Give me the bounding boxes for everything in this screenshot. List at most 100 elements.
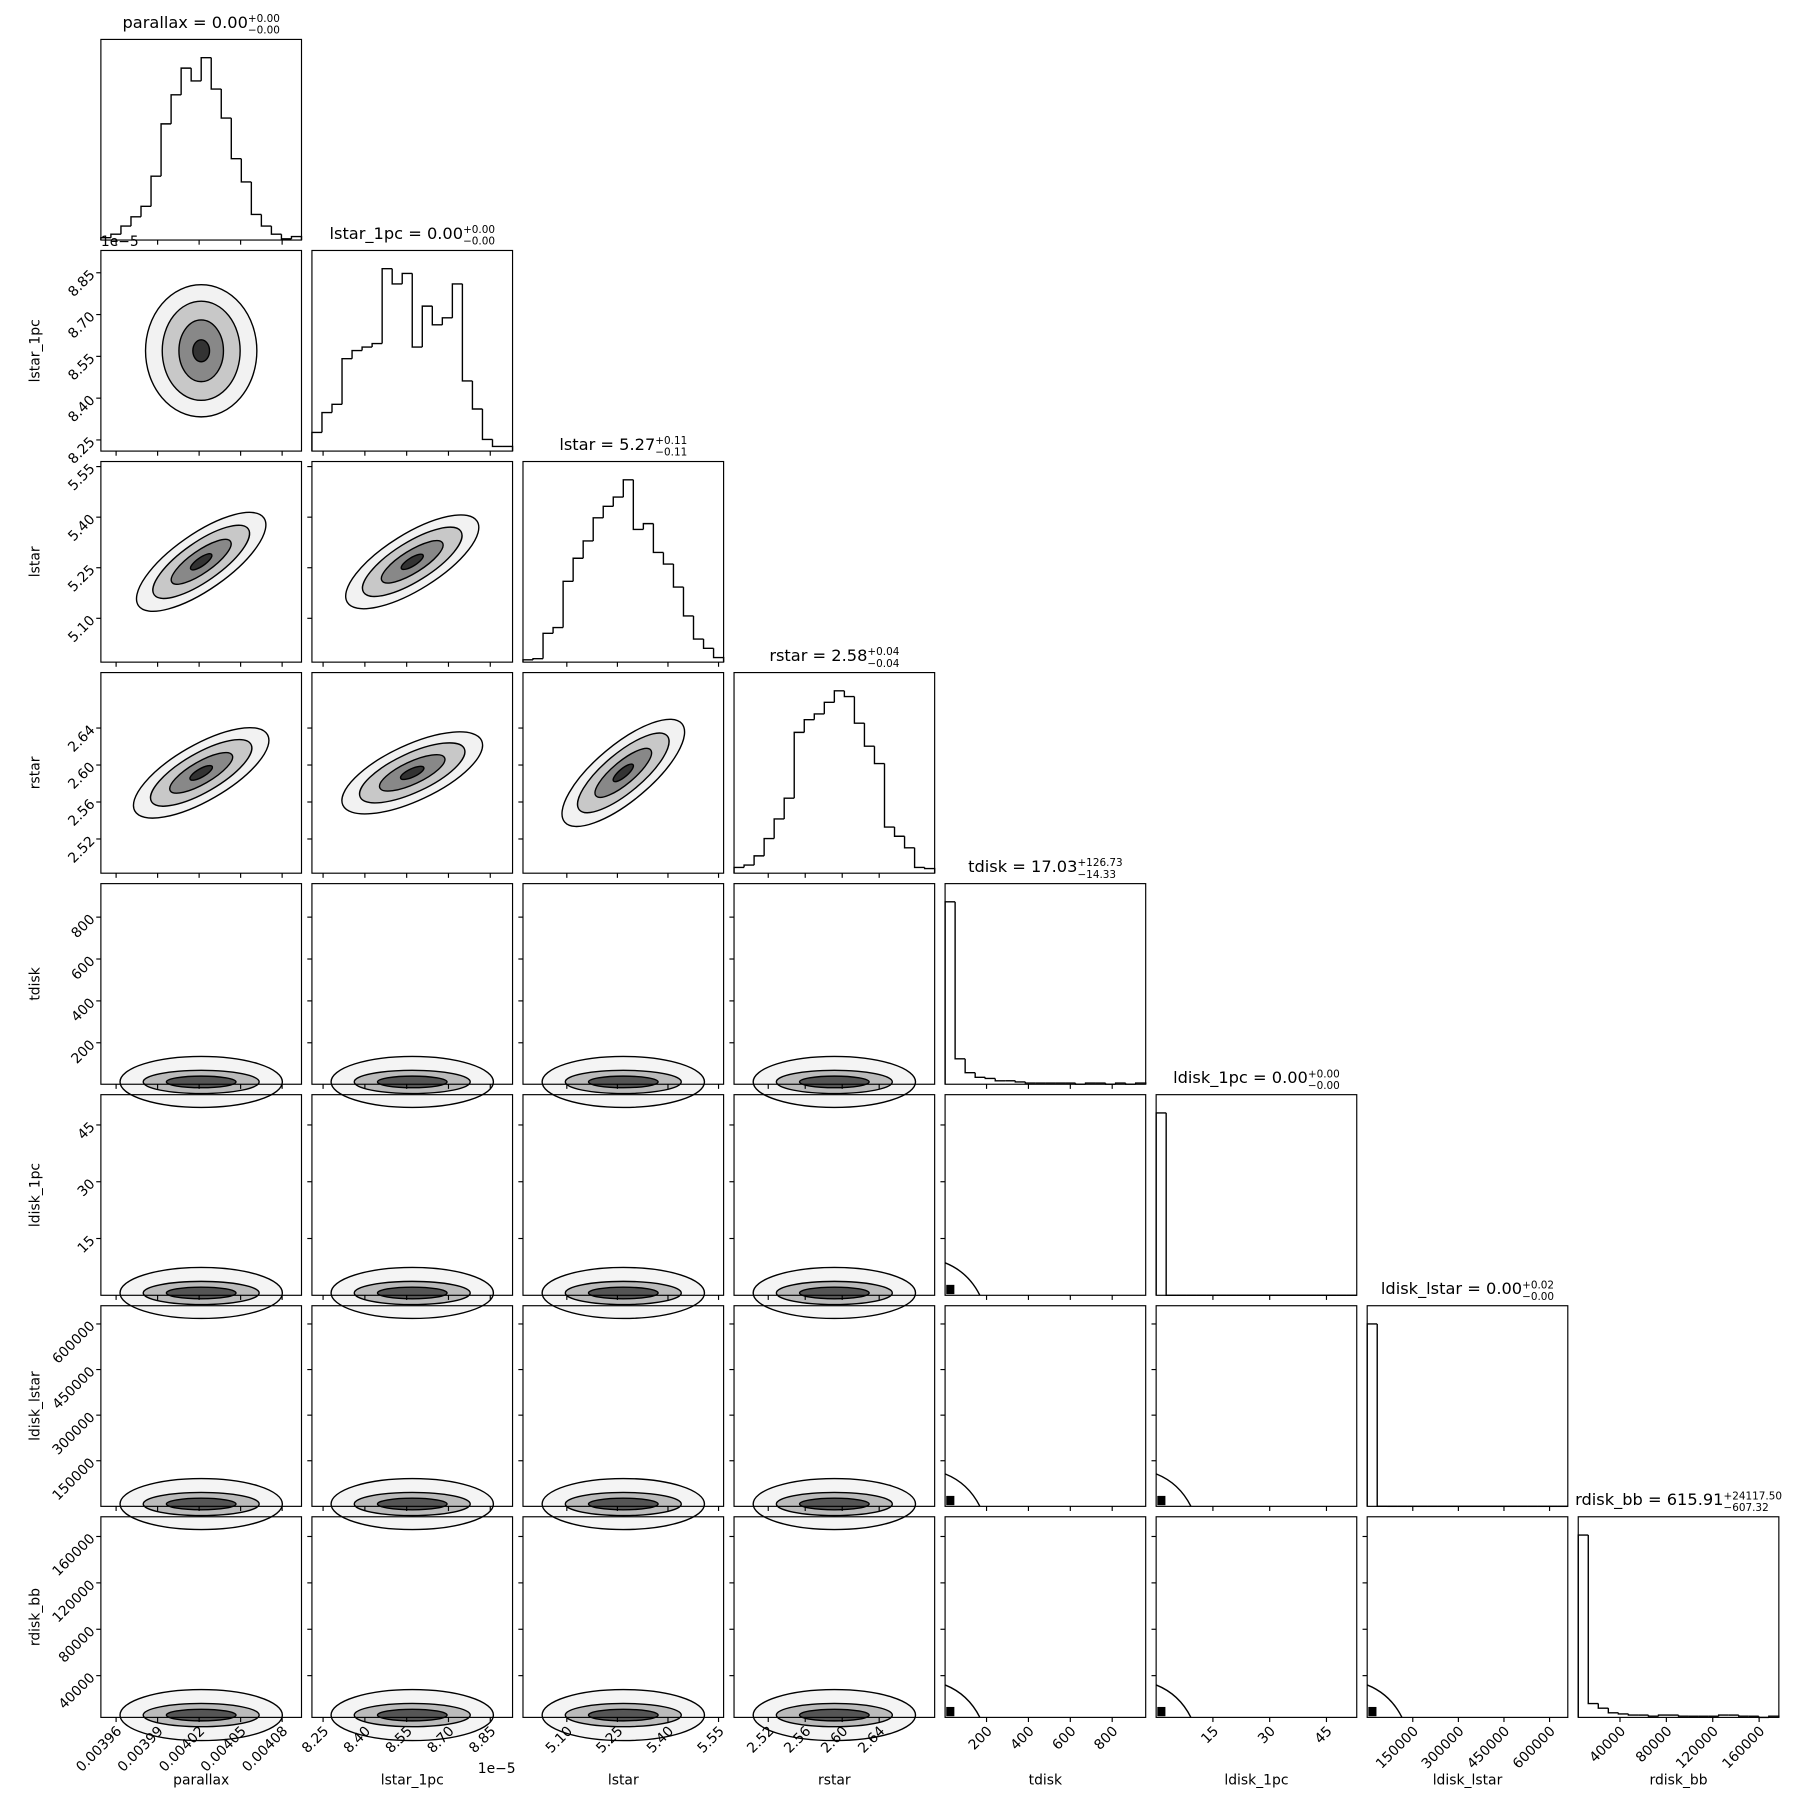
panel-frame (522, 1305, 725, 1507)
histogram-step (170, 94, 182, 124)
histogram-step (160, 123, 172, 177)
contour (189, 764, 214, 781)
histogram-step (682, 587, 694, 617)
histogram-step (240, 158, 252, 183)
y-tick-label: 600000 (50, 1318, 99, 1367)
density-panel (944, 1262, 981, 1296)
histogram-step (572, 557, 584, 582)
contour (798, 1708, 870, 1722)
histogram-step (1165, 1112, 1177, 1296)
x-axis-label: tdisk (1029, 1773, 1063, 1789)
x-tick-label: 5.55 (694, 1723, 727, 1756)
title-upper: +0.02 (1522, 1279, 1554, 1291)
title-upper: +0.11 (655, 435, 687, 447)
histogram-step (361, 346, 373, 351)
histogram-step (381, 268, 393, 344)
contour (798, 1286, 870, 1300)
histogram-step (582, 540, 594, 559)
histogram-step (783, 797, 795, 819)
y-tick-label: 15 (75, 1233, 99, 1257)
density-panel (1366, 1684, 1403, 1718)
x-axis-label: lstar_1pc (381, 1773, 444, 1789)
panel-title: rdisk_bb = 615.91+24117.50 −607.32 (1575, 1490, 1782, 1514)
contour (165, 1075, 237, 1089)
y-tick-label: 2.52 (65, 833, 98, 866)
title-upper: +0.00 (248, 13, 280, 25)
x-tick-label: 400 (1007, 1723, 1037, 1753)
contour (189, 553, 213, 571)
x-tick-label: 30 (1255, 1723, 1279, 1747)
histogram-step (401, 272, 413, 284)
panel-frame (100, 1094, 303, 1296)
density-panel (135, 511, 267, 612)
x-tick-label: 160000 (1719, 1723, 1768, 1772)
density-cell (946, 1495, 955, 1506)
title-text: tdisk = 17.03 (968, 857, 1077, 876)
histogram-step (280, 234, 292, 240)
y-tick-label: 600 (68, 953, 98, 983)
panel-frame (733, 1305, 936, 1507)
contour (376, 1708, 448, 1722)
contour (944, 1262, 981, 1296)
contour (612, 763, 635, 783)
histogram-step (1617, 1712, 1629, 1715)
histogram-step (491, 439, 503, 448)
x-axis-label: rstar (818, 1773, 851, 1789)
histogram-step (431, 306, 443, 326)
histogram-step (1717, 1714, 1729, 1717)
title-lower: −0.00 (248, 25, 280, 37)
density-panel (541, 1266, 706, 1320)
y-tick-label: 8.70 (65, 309, 98, 342)
histogram-step (260, 214, 272, 227)
x-axis-label: ldisk_1pc (1224, 1773, 1288, 1789)
contour (798, 1075, 870, 1089)
contour (798, 1497, 870, 1511)
x-tick-label: 80000 (1633, 1723, 1676, 1766)
density-cell (1157, 1495, 1166, 1506)
density-panel (541, 1688, 706, 1742)
histogram-step (702, 639, 714, 649)
histogram-step (833, 690, 845, 703)
density-panel (144, 283, 258, 418)
histogram-step (351, 349, 363, 359)
histogram-step (1084, 1082, 1096, 1085)
histogram-step (371, 342, 383, 348)
histogram-step (120, 225, 131, 235)
x-tick-label: 200 (966, 1723, 996, 1753)
x-tick-label: 120000 (1673, 1723, 1722, 1772)
panel-title: parallax = 0.00+0.00 −0.00 (123, 13, 280, 37)
contour (376, 1497, 448, 1511)
title-lower: −0.00 (1522, 1291, 1554, 1303)
histogram-step (672, 564, 684, 588)
histogram-step (461, 283, 473, 382)
y-axis-label: rdisk_bb (27, 1588, 43, 1646)
histogram-step (652, 523, 664, 554)
density-panel (1155, 1684, 1192, 1718)
histogram-step (823, 701, 835, 714)
x-axis-label: lstar (608, 1773, 639, 1789)
x-axis-label: parallax (173, 1773, 229, 1789)
title-text: parallax = 0.00 (123, 13, 248, 32)
histogram-step (923, 867, 936, 874)
histogram-step (753, 855, 765, 866)
y-tick-label: 300000 (50, 1409, 99, 1458)
title-lower: −0.11 (655, 447, 687, 459)
y-tick-label: 8.85 (65, 267, 98, 300)
histogram-step (1134, 1082, 1147, 1085)
contour (1366, 1684, 1403, 1718)
x-axis-label: rdisk_bb (1650, 1773, 1708, 1789)
panel-title: ldisk_1pc = 0.00+0.00 −0.00 (1173, 1068, 1340, 1092)
panel-frame (1366, 1516, 1569, 1718)
title-lower: −14.33 (1077, 869, 1116, 881)
y-tick-label: 5.25 (65, 562, 98, 595)
contour (587, 1075, 659, 1089)
histogram-step (1366, 1323, 1378, 1507)
y-tick-label: 160000 (50, 1531, 99, 1580)
histogram-step (200, 56, 212, 81)
panel-frame (522, 460, 725, 663)
y-tick-label: 5.55 (65, 461, 98, 494)
histogram-step (1758, 1716, 1769, 1719)
contour (587, 1708, 659, 1722)
histogram-step (1627, 1713, 1639, 1716)
histogram-step (522, 659, 534, 663)
